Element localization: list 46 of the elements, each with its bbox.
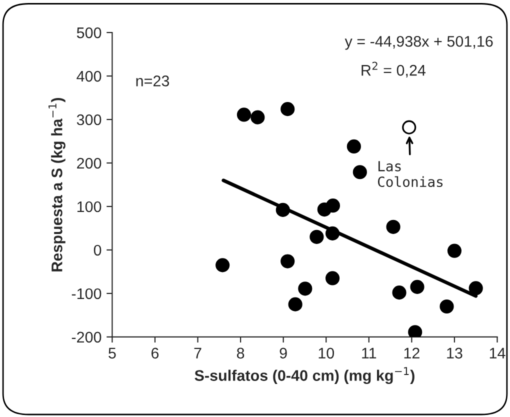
x-tick-label: 14 xyxy=(490,348,506,358)
point xyxy=(410,280,424,294)
x-tick-label: 9 xyxy=(280,348,287,359)
point xyxy=(310,230,324,244)
point xyxy=(325,271,340,286)
point xyxy=(352,165,367,180)
y-tick-label: 100 xyxy=(77,201,102,212)
point xyxy=(468,281,483,296)
point xyxy=(298,282,312,296)
annotation: R$^{2}$ = 0,24 xyxy=(362,62,426,78)
y-tick-label: 500 xyxy=(76,27,102,38)
x-tick-label: 6 xyxy=(152,348,159,359)
x-axis-title: S-sulfatos (0-40 cm) (mg kg$^{−1}$) xyxy=(194,367,414,384)
y-tick-label: 300 xyxy=(76,114,102,126)
point xyxy=(326,198,340,213)
x-tick-label: 7 xyxy=(194,348,202,358)
point xyxy=(280,102,295,116)
point xyxy=(250,110,265,124)
y-tick-label: 0 xyxy=(94,244,102,256)
x-tick-label: 13 xyxy=(447,348,462,359)
x-tick-label: 5 xyxy=(108,348,116,359)
point xyxy=(346,139,361,154)
point xyxy=(288,297,302,312)
point xyxy=(280,254,295,268)
y-tick-label: 200 xyxy=(77,158,102,169)
y-tick-label: 400 xyxy=(76,70,102,82)
y-tick-label: -100 xyxy=(72,288,102,300)
point xyxy=(392,286,406,300)
annotation: y = -44,938x + 501,16 xyxy=(344,36,493,50)
point xyxy=(440,299,454,314)
point xyxy=(386,220,400,234)
x-tick-label: 11 xyxy=(362,348,376,358)
point xyxy=(447,244,462,258)
x-tick-label: 8 xyxy=(236,348,244,359)
annotation: n=23 xyxy=(136,76,170,86)
point xyxy=(325,226,340,240)
x-tick-label: 10 xyxy=(318,348,334,359)
x-tick-label: 12 xyxy=(404,348,420,358)
annotation: Las Colonias xyxy=(378,161,443,188)
point xyxy=(402,120,416,134)
y-axis-title: Respuesta a S (kg ha$^{−1}$) xyxy=(48,98,66,272)
point xyxy=(236,108,252,122)
point xyxy=(408,325,422,337)
point xyxy=(216,258,230,272)
point xyxy=(276,202,290,217)
y-tick-label: -200 xyxy=(72,332,102,343)
